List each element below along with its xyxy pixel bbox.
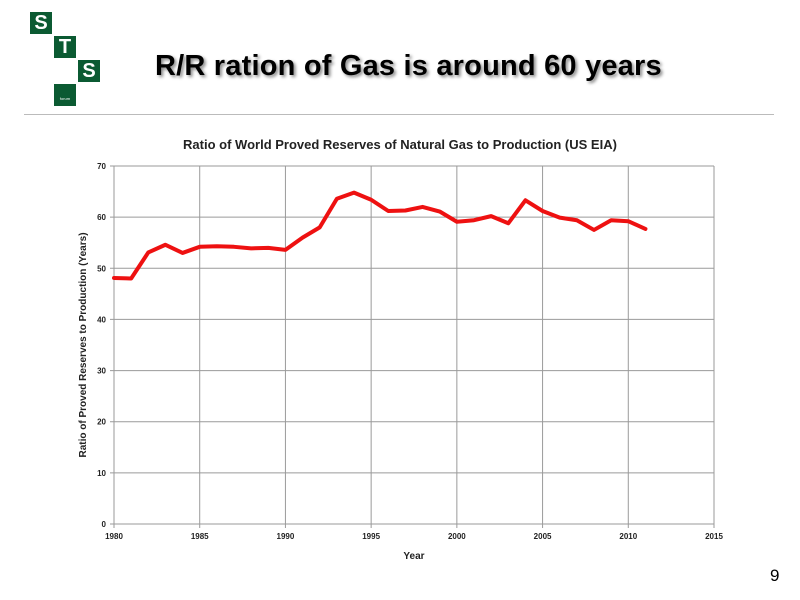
y-tick-label: 60	[97, 213, 106, 222]
x-tick-label: 2000	[448, 532, 466, 541]
logo-letter-s2: S	[78, 60, 100, 82]
y-tick-label: 0	[102, 520, 107, 529]
logo-tagline: forum	[54, 84, 76, 106]
x-tick-label: 2015	[705, 532, 723, 541]
chart-title: Ratio of World Proved Reserves of Natura…	[183, 137, 617, 152]
y-tick-label: 70	[97, 162, 106, 171]
y-tick-label: 30	[97, 367, 106, 376]
slide-title: R/R ration of Gas is around 60 years	[155, 50, 662, 82]
x-tick-label: 1995	[362, 532, 380, 541]
y-axis-label: Ratio of Proved Reserves to Production (…	[78, 232, 89, 457]
y-tick-label: 20	[97, 418, 106, 427]
x-axis-label: Year	[403, 551, 424, 562]
series-line	[112, 190, 648, 281]
y-tick-label: 50	[97, 264, 106, 273]
logo-letter-s: S	[30, 12, 52, 34]
x-tick-label: 1985	[191, 532, 209, 541]
title-divider	[24, 114, 774, 115]
x-tick-label: 1980	[105, 532, 123, 541]
y-tick-label: 10	[97, 469, 106, 478]
x-tick-label: 2010	[619, 532, 637, 541]
sts-forum-logo: S T S forum	[30, 12, 102, 108]
x-tick-label: 1990	[277, 532, 295, 541]
x-tick-label: 2005	[534, 532, 552, 541]
logo-letter-t: T	[54, 36, 76, 58]
y-tick-label: 40	[97, 315, 106, 324]
page-number: 9	[770, 566, 780, 585]
